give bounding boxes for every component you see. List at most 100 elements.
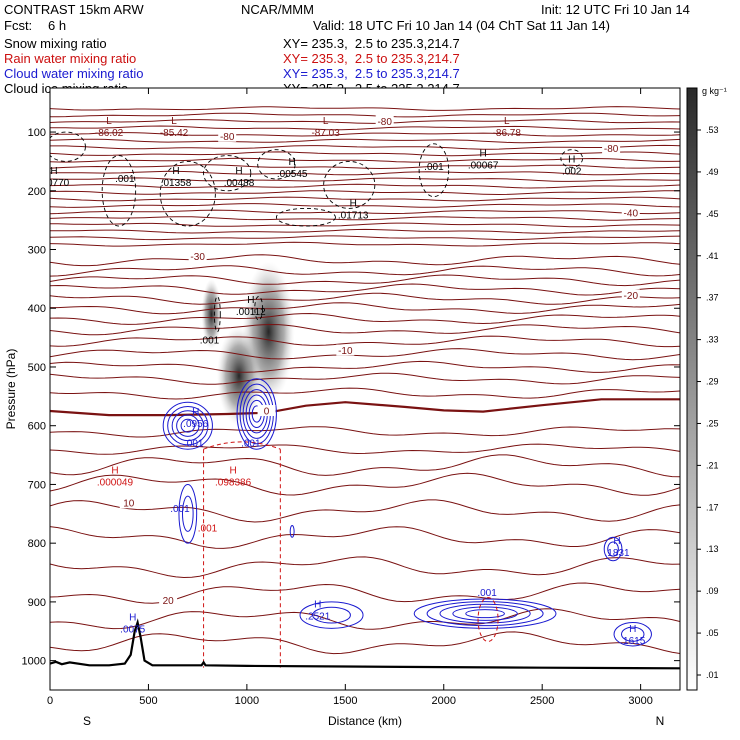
isotherm-label-bg <box>336 344 355 356</box>
colorbar-ticks: .01 .05 .09 .13 .17 .21 .25 .29 .33 .37 .41 .45 .49.… <box>697 125 719 680</box>
isotherm-line <box>50 312 680 325</box>
isotherm-label: -10 <box>338 346 353 357</box>
isotherm-line <box>50 216 680 221</box>
x-tick-label: 2500 <box>530 695 554 707</box>
colorbar-tick-label: .33 <box>706 335 719 345</box>
contour-value-label: .001 <box>477 588 497 599</box>
cloud-water-contour <box>181 495 194 532</box>
isotherm-line <box>50 222 680 228</box>
extremum-value: .00770 <box>39 178 70 189</box>
x-tick-label: 0 <box>47 695 53 707</box>
rain-contour <box>203 441 281 450</box>
plot-content: -80-80-80-40-30-20-1001020L-86.02L-85.42… <box>39 106 680 670</box>
extremum-marker: H <box>235 166 242 177</box>
extremum-value: .00067 <box>468 160 499 171</box>
colorbar-tick-label: .25 <box>706 418 719 428</box>
extremum-marker: L <box>171 116 177 127</box>
fcst-value: 6 h <box>48 18 67 33</box>
extremum-value: .1831 <box>604 548 629 559</box>
cloud-ice-contours <box>50 131 583 333</box>
isotherm-line <box>50 426 680 438</box>
cloud-water-contour <box>439 603 531 624</box>
cloud-ice-contour <box>50 131 86 162</box>
colorbar-tick-label: .09 <box>706 586 719 596</box>
extremum-value: .01713 <box>338 210 369 221</box>
y-tick-label: 300 <box>28 245 46 257</box>
extremum-value: .0075 <box>120 624 145 635</box>
rain-contours <box>203 441 499 668</box>
y-tick-label: 800 <box>28 538 46 550</box>
extremum-marker: H <box>111 466 118 477</box>
isotherm-line <box>50 274 680 287</box>
isotherm-line <box>50 283 680 296</box>
x-tick-label: 1000 <box>235 695 259 707</box>
y-tick-label: 900 <box>28 597 46 609</box>
cloud-water-contour <box>176 414 200 437</box>
x-end-left: S <box>83 714 91 728</box>
colorbar-tick-label: .05 <box>706 628 719 638</box>
colorbar-tick-label: .45 <box>706 209 719 219</box>
isotherm-line <box>50 164 680 170</box>
isotherm-label-bg <box>621 207 640 219</box>
isotherm-line <box>50 348 680 361</box>
extremum-value: .01358 <box>161 178 192 189</box>
cloud-water-contour <box>312 606 351 624</box>
extremum-marker: H <box>229 466 236 477</box>
isotherm-line <box>50 132 680 137</box>
y-tick-label: 400 <box>28 303 46 315</box>
cloud-water-contour <box>452 606 518 621</box>
isotherm-line <box>50 106 680 111</box>
isotherm-label: -30 <box>190 252 205 263</box>
field-name-snow: Snow mixing ratio <box>4 36 107 51</box>
isotherm-line <box>50 443 680 455</box>
cloud-water-contour <box>162 401 213 450</box>
extremum-marker: H <box>192 407 199 418</box>
extremum-value: .00112 <box>236 307 266 318</box>
isotherm-line <box>50 144 680 150</box>
extremum-marker: H <box>350 198 357 209</box>
isotherm-line <box>50 292 680 305</box>
cloud-water-contour <box>621 626 645 642</box>
cloud-ice-contour <box>254 296 264 321</box>
contour-value-label: .001 <box>198 523 218 534</box>
org-label: NCAR/MMM <box>241 2 314 17</box>
cloud-water-contour <box>299 601 364 629</box>
zero-isotherm <box>50 398 680 417</box>
cloud-ice-contour <box>560 149 583 168</box>
cloud-water-contour <box>289 525 295 538</box>
extremum-marker: L <box>323 116 329 127</box>
isotherm-line <box>50 335 680 348</box>
extremum-value: .00545 <box>277 169 308 180</box>
cloud-ice-contour <box>101 155 137 227</box>
extremum-marker: H <box>629 624 636 635</box>
extremum-value: -86.02 <box>95 128 124 139</box>
y-tick-label: 700 <box>28 479 46 491</box>
isotherm-label: 0 <box>264 407 270 418</box>
cloud-water-contour <box>465 609 505 619</box>
cloud-water-contour <box>236 378 277 450</box>
isotherm-label-bg <box>159 594 178 606</box>
cloud-water-contour <box>178 483 198 544</box>
isotherm-line <box>50 112 680 118</box>
fcst-label: Fcst: <box>4 18 33 33</box>
isotherm-line <box>50 203 680 208</box>
cloud-water-contour <box>171 410 204 442</box>
extremum-value: .002 <box>562 166 582 177</box>
isotherm-line <box>50 157 680 163</box>
isotherm-label-bg <box>257 405 276 417</box>
field-xy-rain: XY= 235.3, 2.5 to 235.3,214.7 <box>283 51 460 66</box>
isotherm-line <box>50 235 680 241</box>
colorbar-tick-label: .21 <box>706 460 719 470</box>
terrain-line <box>50 618 680 670</box>
colorbar-tick-label: .41 <box>706 251 719 261</box>
extremum-value: -85.42 <box>160 128 189 139</box>
isotherm-line <box>50 387 680 400</box>
y-tick-label: 100 <box>28 127 46 139</box>
isotherm-line <box>50 372 680 385</box>
extremum-value: .00488 <box>224 178 255 189</box>
cloud-water-contour <box>607 541 619 557</box>
isotherms <box>50 106 680 655</box>
isotherm-label: 20 <box>163 596 175 607</box>
colorbar-tick-label: .17 <box>706 502 719 512</box>
